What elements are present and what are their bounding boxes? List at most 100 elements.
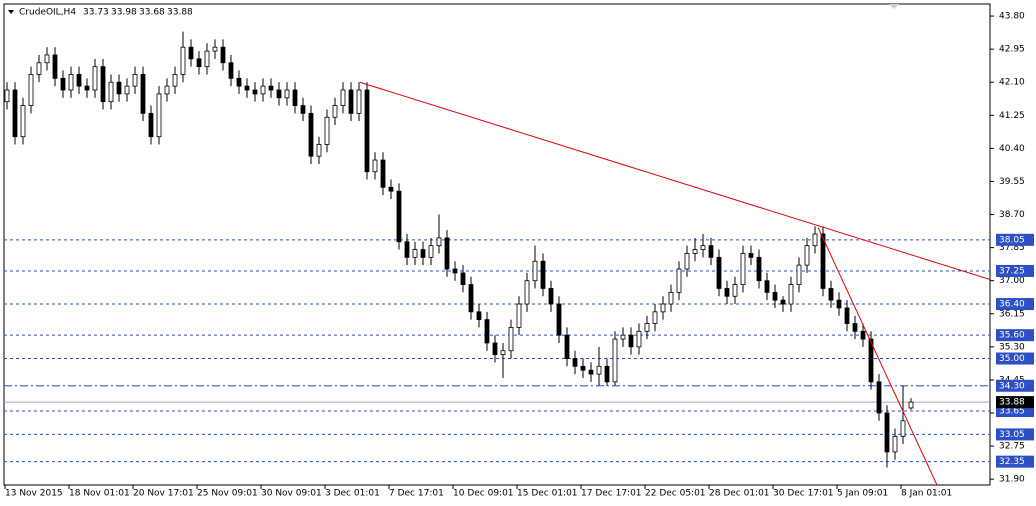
x-tick-label: 8 Jan 01:01 (901, 489, 952, 499)
candle-body (460, 272, 466, 285)
candle-body (868, 338, 874, 383)
candle-body (268, 85, 274, 91)
candle-body (772, 291, 778, 301)
y-tick-label: 31.90 (999, 475, 1025, 485)
level-label: 33.65 (999, 407, 1025, 417)
level-label: 35.00 (999, 354, 1025, 364)
candle-body (604, 365, 610, 383)
candle-body (52, 54, 58, 79)
candle-body (340, 89, 346, 106)
candle-body (132, 74, 138, 87)
candle-body (692, 249, 698, 254)
candle-body (684, 253, 690, 270)
candle-body (516, 303, 522, 328)
candle-body (284, 89, 290, 99)
candle-body (428, 245, 434, 258)
candle-body (212, 46, 218, 52)
candle-body (228, 62, 234, 79)
x-tick-label: 15 Dec 01:01 (517, 489, 578, 499)
menu-arrow[interactable] (8, 10, 14, 14)
candle-body (148, 112, 154, 138)
level-label: 33.05 (999, 430, 1025, 440)
y-tick-label: 36.15 (999, 309, 1025, 319)
y-tick-label: 43.80 (999, 12, 1025, 22)
candle-body (324, 116, 330, 145)
candle-body (260, 85, 266, 95)
candle-body (860, 330, 866, 340)
candle-body (92, 66, 98, 91)
candle-body (236, 77, 242, 87)
level-label-box (996, 298, 1034, 311)
candle-body (908, 401, 914, 409)
candle-body (740, 253, 746, 285)
y-tick-label: 39.55 (999, 177, 1025, 187)
level-label: 32.35 (999, 457, 1025, 467)
candle-body (500, 350, 506, 356)
trendline (359, 81, 990, 280)
candle-body (84, 85, 90, 91)
candle-body (628, 334, 634, 348)
candle-body (820, 233, 826, 289)
x-tick-label: 18 Nov 01:01 (69, 489, 130, 499)
candle-body (804, 245, 810, 266)
y-tick-label: 40.40 (999, 144, 1025, 154)
level-label-box (996, 455, 1034, 468)
candle-body (36, 62, 42, 75)
candle-body (180, 46, 186, 75)
level-label: 38.05 (999, 235, 1025, 245)
candle-body (636, 330, 642, 348)
x-tick-label: 17 Dec 17:01 (581, 489, 642, 499)
candle-body (220, 46, 226, 64)
level-label-box (996, 379, 1034, 392)
candle-body (732, 284, 738, 297)
y-tick-label: 37.00 (999, 276, 1025, 286)
candle-body (884, 412, 890, 453)
y-tick-label: 41.25 (999, 111, 1025, 121)
candle-body (28, 74, 34, 106)
candle-body (364, 89, 370, 173)
candle-body (372, 159, 378, 173)
candle-body (892, 435, 898, 453)
bid-label: 33.88 (999, 398, 1025, 408)
candle-body (468, 284, 474, 313)
candle-body (876, 381, 882, 414)
x-tick-label: 28 Dec 01:01 (709, 489, 770, 499)
candle-body (44, 54, 50, 64)
candle-body (652, 311, 658, 324)
y-tick-label: 38.70 (999, 210, 1025, 220)
candle-body (204, 50, 210, 68)
y-tick-label: 37.85 (999, 243, 1025, 253)
candle-body (700, 245, 706, 250)
y-tick-label: 32.75 (999, 442, 1025, 452)
candle-body (332, 105, 338, 118)
candle-body (484, 319, 490, 344)
candle-body (812, 233, 818, 247)
candle-body (116, 81, 122, 95)
candle-body (140, 74, 146, 114)
candle-body (620, 334, 626, 340)
candle-body (100, 66, 106, 103)
x-tick-label: 20 Nov 17:01 (133, 489, 194, 499)
candle-body (244, 85, 250, 91)
y-tick-label: 42.10 (999, 78, 1025, 88)
x-tick-label: 25 Nov 09:01 (197, 489, 258, 499)
candle-body (292, 89, 298, 106)
candle-body (60, 77, 66, 91)
candle-body (796, 264, 802, 285)
x-tick-label: 30 Nov 09:01 (261, 489, 322, 499)
candle-body (900, 420, 906, 437)
x-tick-label: 10 Dec 09:01 (453, 489, 514, 499)
candle-body (676, 268, 682, 293)
candle-body (556, 303, 562, 336)
level-label-box (996, 233, 1034, 246)
candle-body (300, 105, 306, 114)
candle-body (716, 256, 722, 289)
candle-body (580, 365, 586, 371)
scroll-marker (889, 4, 899, 9)
candle-body (348, 89, 354, 114)
candle-body (828, 288, 834, 301)
candle-body (188, 46, 194, 60)
candle-body (724, 288, 730, 297)
candle-body (380, 159, 386, 188)
